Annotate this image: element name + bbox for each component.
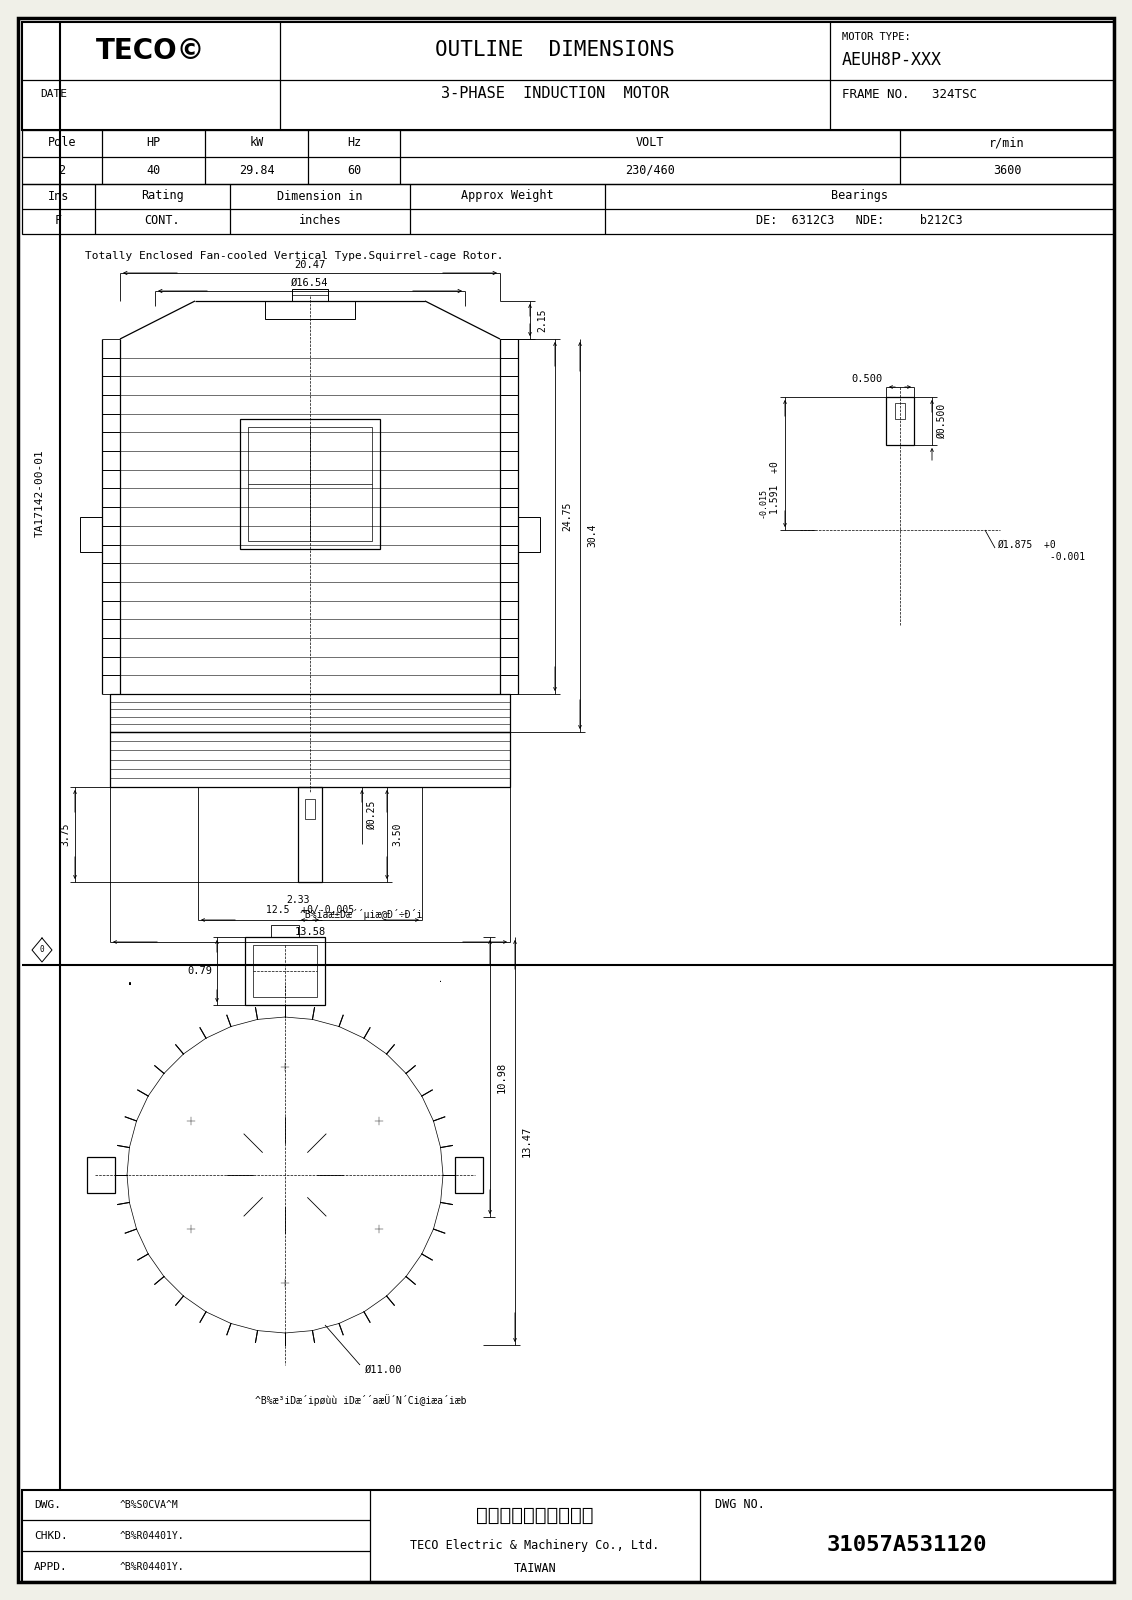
Text: 20.47: 20.47	[294, 259, 326, 270]
Bar	[110, 694, 511, 733]
Bar	[22, 22, 1114, 130]
Text: 13.47: 13.47	[522, 1125, 532, 1157]
Text: 12.5  +0/-0.005: 12.5 +0/-0.005	[266, 906, 354, 915]
Bar	[271, 925, 299, 938]
Text: ^B%æ³iDæ´ipøùù iDæ´´aæÜ´N´Ci@iæa´iæb: ^B%æ³iDæ´ipøùù iDæ´´aæÜ´N´Ci@iæa´iæb	[255, 1394, 466, 1406]
Text: Ø0.25: Ø0.25	[367, 802, 377, 830]
Text: HP: HP	[146, 136, 161, 149]
Bar	[22, 1490, 1114, 1582]
Text: .: .	[437, 976, 443, 984]
Text: ^B%R04401Y.: ^B%R04401Y.	[120, 1562, 185, 1571]
Text: -0.001: -0.001	[997, 552, 1086, 562]
Text: ^B%R04401Y.: ^B%R04401Y.	[120, 1531, 185, 1541]
Text: F: F	[55, 214, 62, 227]
Bar	[245, 938, 325, 1005]
Text: CHKD.: CHKD.	[34, 1531, 68, 1541]
Text: 3600: 3600	[993, 163, 1021, 176]
Text: VOLT: VOLT	[636, 136, 664, 149]
Bar	[252, 946, 317, 997]
Bar	[265, 301, 355, 318]
Text: 0.79: 0.79	[187, 966, 212, 976]
Bar	[886, 397, 914, 445]
Bar	[292, 290, 328, 301]
Text: -0.015: -0.015	[758, 488, 767, 518]
Bar	[240, 419, 380, 549]
Text: ^B%iaæ±Dæ´´µiæ@Ð´÷Ð´i: ^B%iaæ±Dæ´´µiæ@Ð´÷Ð´i	[300, 909, 423, 920]
Text: 0.500: 0.500	[851, 374, 882, 384]
Text: Pole: Pole	[48, 136, 76, 149]
Bar	[305, 798, 315, 819]
Text: 24.75: 24.75	[561, 502, 572, 531]
Text: Approx Weight: Approx Weight	[461, 189, 554, 203]
Bar	[87, 1157, 115, 1194]
Bar	[248, 427, 372, 541]
Text: Dimension in: Dimension in	[277, 189, 362, 203]
Text: Ø16.54: Ø16.54	[291, 278, 328, 288]
Text: r/min: r/min	[989, 136, 1024, 149]
Bar	[22, 130, 1114, 184]
Text: Hz: Hz	[346, 136, 361, 149]
Text: 1.591  +0: 1.591 +0	[770, 461, 780, 515]
Text: DWG.: DWG.	[34, 1501, 61, 1510]
Text: kW: kW	[249, 136, 264, 149]
Text: 2.15: 2.15	[537, 309, 547, 331]
Text: MOTOR TYPE:: MOTOR TYPE:	[842, 32, 911, 42]
Text: Ins: Ins	[48, 189, 69, 203]
Bar	[298, 787, 321, 882]
Text: Ø1.875  +0: Ø1.875 +0	[997, 541, 1056, 550]
Text: TECO©: TECO©	[96, 37, 206, 66]
Text: FRAME NO.   324TSC: FRAME NO. 324TSC	[842, 88, 977, 101]
Text: DE:  6312C3   NDE:     b212C3: DE: 6312C3 NDE: b212C3	[756, 214, 963, 227]
Bar	[455, 1157, 483, 1194]
Text: OUTLINE  DIMENSIONS: OUTLINE DIMENSIONS	[435, 40, 675, 59]
Text: 13.58: 13.58	[294, 926, 326, 938]
Bar	[22, 184, 1114, 234]
Text: 2: 2	[59, 163, 66, 176]
Text: 230/460: 230/460	[625, 163, 675, 176]
Text: 3.75: 3.75	[60, 822, 70, 846]
Bar	[518, 517, 540, 552]
Text: TECO Electric & Machinery Co., Ltd.: TECO Electric & Machinery Co., Ltd.	[410, 1539, 660, 1552]
Text: CONT.: CONT.	[145, 214, 180, 227]
Text: TAIWAN: TAIWAN	[514, 1562, 556, 1574]
Bar	[80, 517, 102, 552]
Bar	[110, 733, 511, 787]
Text: 30.4: 30.4	[588, 523, 597, 547]
Text: 10.98: 10.98	[497, 1061, 507, 1093]
Text: 40: 40	[146, 163, 161, 176]
Text: 2.33: 2.33	[286, 894, 310, 906]
Text: 0: 0	[40, 946, 44, 955]
Text: DATE: DATE	[40, 90, 67, 99]
Text: inches: inches	[299, 214, 342, 227]
Text: TA17142-00-01: TA17142-00-01	[35, 450, 45, 538]
Text: DWG NO.: DWG NO.	[715, 1499, 765, 1512]
Text: 29.84: 29.84	[239, 163, 274, 176]
Text: Bearings: Bearings	[831, 189, 887, 203]
Text: 3.50: 3.50	[392, 822, 402, 846]
Text: APPD.: APPD.	[34, 1562, 68, 1571]
Bar	[895, 403, 904, 419]
Text: 東元電機股份有限公司: 東元電機股份有限公司	[477, 1506, 594, 1525]
Text: .: .	[125, 971, 135, 989]
Text: ^B%S0CVA^M: ^B%S0CVA^M	[120, 1501, 179, 1510]
Text: 60: 60	[346, 163, 361, 176]
Text: Ø11.00: Ø11.00	[365, 1365, 403, 1374]
Text: Ø0.500: Ø0.500	[937, 403, 947, 438]
Text: AEUH8P-XXX: AEUH8P-XXX	[842, 51, 942, 69]
Text: 3-PHASE  INDUCTION  MOTOR: 3-PHASE INDUCTION MOTOR	[441, 86, 669, 101]
Text: Rating: Rating	[142, 189, 183, 203]
Text: 31057A531120: 31057A531120	[826, 1534, 987, 1555]
Text: Totally Enclosed Fan-cooled Vertical Type.Squirrel-cage Rotor.: Totally Enclosed Fan-cooled Vertical Typ…	[85, 251, 504, 261]
